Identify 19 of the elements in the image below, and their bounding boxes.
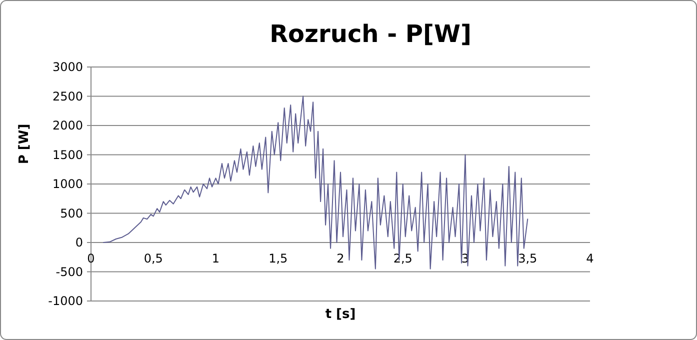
y-tick-label: 0 bbox=[75, 236, 83, 250]
y-tick-label: 2500 bbox=[52, 89, 83, 104]
y-tick-label: 3000 bbox=[52, 60, 83, 74]
y-tick-label: 2000 bbox=[52, 118, 83, 133]
x-tick-label: 0 bbox=[87, 252, 95, 266]
y-axis-title: P [W] bbox=[17, 124, 32, 164]
x-tick-label: 4 bbox=[586, 252, 594, 266]
x-tick-label: 1 bbox=[212, 252, 220, 266]
y-tick-label: -1000 bbox=[48, 294, 83, 308]
x-axis-title: t [s] bbox=[325, 307, 356, 322]
chart-title: Rozruch - P[W] bbox=[270, 20, 472, 48]
y-tick-label: -500 bbox=[56, 264, 83, 279]
y-tick-label: 1500 bbox=[52, 148, 83, 162]
x-tick-label: 2 bbox=[336, 252, 344, 266]
x-tick-label: 1,5 bbox=[268, 252, 288, 266]
x-tick-label: 3,5 bbox=[518, 252, 538, 266]
y-tick-label: 1000 bbox=[52, 177, 83, 192]
x-tick-label: 0,5 bbox=[144, 252, 163, 266]
y-tick-label: 500 bbox=[60, 206, 83, 220]
